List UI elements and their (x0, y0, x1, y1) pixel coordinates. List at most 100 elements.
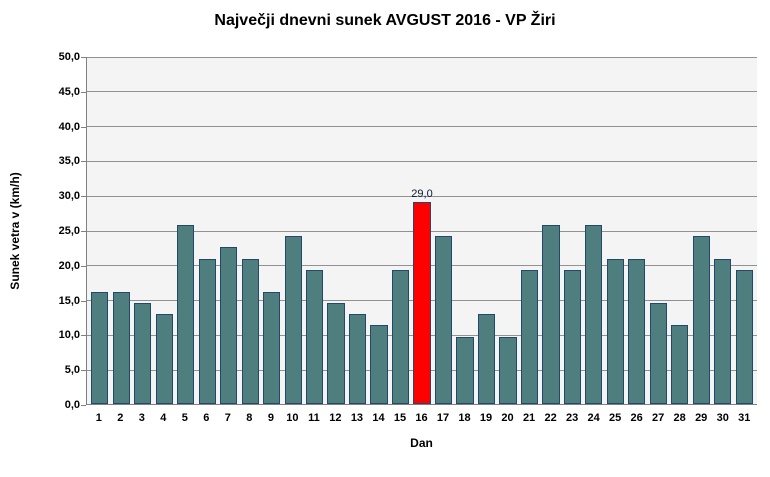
bar-day-16: 29,0 (411, 188, 433, 404)
y-tick-label: 5,0 (64, 364, 80, 377)
x-tick-label: 26 (630, 412, 643, 424)
gridline (87, 91, 757, 93)
x-tick-label: 8 (246, 412, 253, 424)
x-tick-label: 27 (652, 412, 665, 424)
bar-slot (89, 57, 110, 404)
x-tick-label: 18 (458, 412, 471, 424)
x-tick-label: 19 (479, 412, 493, 424)
bar-day-5 (177, 225, 195, 404)
y-tick (81, 265, 86, 267)
bar-day-28 (671, 325, 689, 404)
y-tick-label: 35,0 (58, 155, 80, 168)
bar-day-19 (477, 314, 496, 404)
bar-day-30 (714, 258, 732, 404)
bar-day-24 (585, 225, 603, 404)
bar-slot (712, 57, 733, 404)
bar-slot (368, 57, 389, 404)
x-tick-label: 15 (393, 412, 407, 424)
bar-slot (497, 57, 518, 404)
y-tick-label: 0,0 (64, 399, 80, 411)
bar-slot (519, 57, 540, 404)
y-tick (81, 335, 86, 337)
y-tick (81, 300, 86, 302)
x-tick-label: 11 (308, 412, 320, 424)
bar-day-25 (606, 258, 624, 404)
x-tick-label: 9 (267, 412, 274, 424)
bar-slot (648, 57, 669, 404)
y-axis-labels: 0,0 5,0 10,0 15,0 20,0 25,0 30,0 35,0 40,0 45,0 50… (0, 0, 80, 477)
x-tick-label: 14 (372, 412, 385, 424)
y-tick-label: 20,0 (58, 259, 80, 272)
bar-slot: 29,0 (411, 57, 433, 404)
bar-day-23 (563, 269, 581, 404)
bar-day-9 (263, 291, 281, 404)
x-tick-label: 28 (673, 412, 686, 424)
bar-slot (239, 57, 260, 404)
x-tick-label: 31 (738, 412, 751, 424)
bar-slot (196, 57, 217, 404)
bar-slot (540, 57, 561, 404)
bar-day-10 (284, 236, 302, 404)
x-tick-label: 20 (501, 412, 514, 424)
y-tick-label: 40,0 (58, 120, 80, 133)
y-tick (81, 370, 86, 372)
bar-day-31 (735, 269, 753, 404)
x-tick-label: 1 (95, 412, 102, 424)
bar-day-29 (692, 236, 710, 404)
x-tick-label: 21 (522, 412, 536, 424)
x-tick-label: 16 (415, 412, 428, 424)
bar-day-11 (305, 269, 324, 404)
bar-day-1 (91, 291, 109, 404)
x-tick-label: 5 (181, 412, 188, 424)
bar-slot (175, 57, 196, 404)
bar-slot (110, 57, 131, 404)
bar-day-4 (155, 314, 173, 404)
x-tick-label: 10 (286, 412, 299, 424)
bar-day-2 (112, 291, 130, 404)
bar-slot (325, 57, 346, 404)
y-tick-label: 25,0 (58, 225, 80, 237)
bar-day-14 (370, 325, 388, 404)
x-tick-label: 17 (436, 412, 450, 424)
x-tick-label: 23 (565, 412, 579, 424)
x-axis-title: Dan (410, 436, 433, 450)
bar-day-12 (327, 303, 345, 404)
bar-slot (261, 57, 282, 404)
x-tick-label: 3 (138, 412, 145, 424)
y-tick (81, 91, 86, 93)
x-tick-label: 29 (695, 412, 708, 424)
y-tick (81, 161, 86, 163)
x-tick-label: 4 (160, 412, 167, 424)
bar-day-26 (628, 258, 646, 404)
x-tick-label: 12 (329, 412, 342, 424)
bar-slot (476, 57, 497, 404)
bar-slot (390, 57, 411, 404)
x-tick-label: 30 (716, 412, 729, 424)
x-tick-label: 22 (544, 412, 557, 424)
bar-slot (562, 57, 583, 404)
bar-day-13 (348, 314, 367, 404)
x-tick-label: 2 (117, 412, 124, 424)
gridline (87, 56, 757, 58)
bar-day-27 (649, 303, 667, 404)
gridline (87, 160, 757, 162)
x-tick-label: 7 (224, 412, 231, 424)
bar-slot (669, 57, 690, 404)
bar-day-17 (434, 236, 453, 404)
bar-slot (153, 57, 174, 404)
bar-day-15 (391, 269, 410, 404)
bar-slot (583, 57, 604, 404)
x-tick-label: 25 (609, 412, 622, 424)
bar-slot (691, 57, 712, 404)
bar-day-3 (134, 303, 152, 404)
y-tick (81, 126, 86, 128)
bar-slot (132, 57, 153, 404)
bar-slot (734, 57, 755, 404)
x-tick-label: 6 (203, 412, 210, 424)
y-tick-label: 50,0 (58, 51, 80, 63)
y-tick (81, 405, 86, 406)
bar-slot (347, 57, 368, 404)
bar-slot (605, 57, 626, 404)
x-tick-label: 13 (350, 412, 364, 424)
